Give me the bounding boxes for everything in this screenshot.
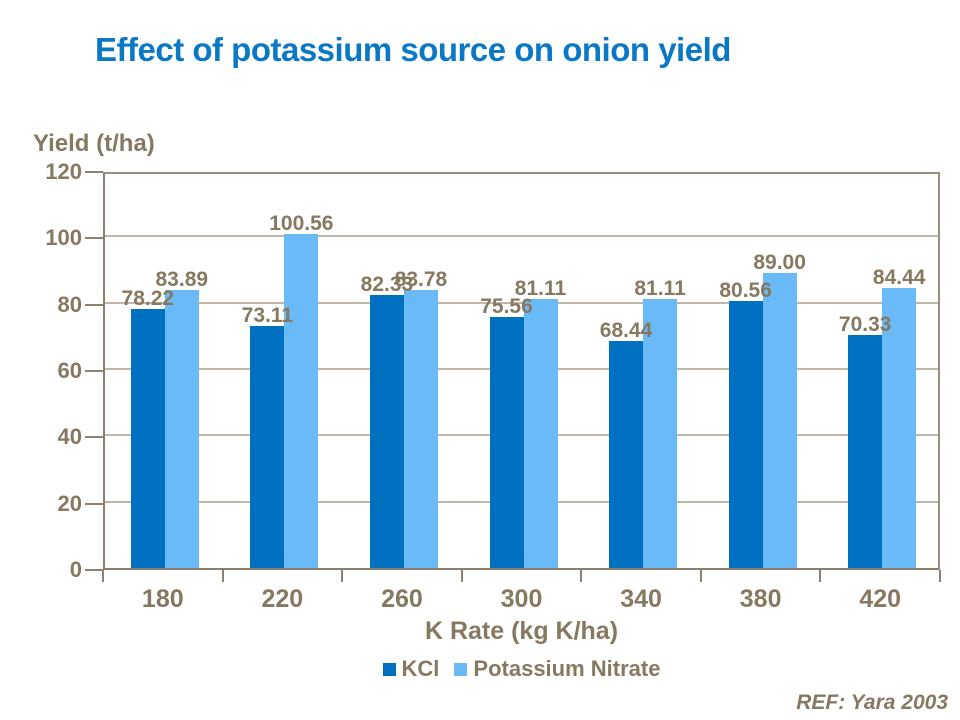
x-tick-label-180: 180 [141, 585, 184, 613]
y-tick-label-20: 20 [57, 490, 82, 516]
bar-value-label-kcl-180: 78.22 [121, 286, 175, 310]
bar-value-label-potassium-nitrate-340: 81.11 [634, 276, 686, 300]
bar-value-label-kcl-220: 73.11 [241, 303, 294, 327]
bar-kcl-380 [728, 300, 763, 568]
y-tick-label-100: 100 [45, 225, 82, 251]
bar-value-label-potassium-nitrate-220: 100.56 [269, 212, 334, 236]
bar-value-label-potassium-nitrate-300: 81.11 [514, 276, 567, 300]
bar-potassium-nitrate-260 [403, 290, 438, 568]
x-tick-label-260: 260 [381, 585, 423, 613]
bar-potassium-nitrate-380 [762, 272, 797, 568]
bar-potassium-nitrate-420 [882, 287, 917, 568]
y-tick-mark-60 [85, 370, 103, 372]
x-axis-title: K Rate (kg K/ha) [424, 617, 619, 645]
y-tick-mark-120 [85, 171, 103, 173]
y-tick-label-120: 120 [45, 159, 82, 184]
plot-area: 78.22 83.89 73.11 100.56 82.33 83.78 75.56 81.1… [103, 172, 940, 570]
gridline-80 [105, 301, 938, 304]
x-tick-mark-0 [102, 570, 104, 582]
legend: KCl Potassium Nitrate [103, 656, 940, 682]
legend-swatch-kcl-icon [382, 662, 396, 676]
x-tick-label-220: 220 [261, 585, 304, 613]
y-tick-label-80: 80 [57, 291, 82, 317]
bar-kcl-420 [848, 334, 883, 568]
bar-value-label-kcl-340: 68.44 [599, 319, 653, 342]
x-tick-label-380: 380 [739, 585, 782, 613]
y-tick-mark-20 [85, 502, 103, 505]
y-tick-mark-80 [85, 303, 103, 306]
legend-label-potassium-nitrate: Potassium Nitrate [473, 656, 661, 681]
legend-item-kcl: KCl [382, 656, 440, 682]
bar-potassium-nitrate-300 [523, 299, 558, 568]
bar-potassium-nitrate-220 [284, 234, 319, 568]
bar-value-label-kcl-380: 80.56 [719, 278, 772, 302]
x-tick-mark-1 [221, 570, 224, 582]
gridline-100 [105, 235, 938, 238]
y-tick-mark-0 [85, 569, 103, 571]
x-tick-mark-6 [819, 570, 822, 582]
x-tick-label-420: 420 [859, 585, 902, 613]
bar-kcl-340 [609, 341, 644, 568]
bar-kcl-220 [250, 325, 285, 568]
bar-value-label-kcl-300: 75.56 [480, 295, 533, 319]
bar-value-label-potassium-nitrate-180: 83.89 [155, 267, 209, 291]
x-tick-mark-5 [699, 570, 702, 582]
legend-item-potassium-nitrate: Potassium Nitrate [454, 656, 660, 682]
bar-value-label-kcl-420: 70.33 [838, 312, 892, 336]
y-tick-mark-100 [85, 237, 103, 240]
legend-swatch-potassium-nitrate-icon [454, 662, 468, 676]
bar-potassium-nitrate-340 [643, 299, 678, 568]
x-tick-mark-3 [460, 570, 463, 582]
legend-label-kcl: KCl [401, 656, 440, 681]
y-tick-label-60: 60 [57, 358, 82, 383]
bar-value-label-potassium-nitrate-260: 83.78 [394, 268, 448, 292]
y-tick-mark-40 [85, 436, 103, 439]
chart-title: Effect of potassium source on onion yiel… [95, 31, 731, 68]
y-tick-label-0: 0 [69, 557, 82, 582]
y-axis-title: Yield (t/ha) [33, 130, 155, 157]
bar-value-label-potassium-nitrate-420: 84.44 [872, 265, 926, 289]
bar-kcl-300 [489, 317, 524, 568]
bar-potassium-nitrate-180 [164, 289, 199, 568]
bar-kcl-180 [130, 308, 165, 568]
bar-value-label-kcl-260: 82.33 [360, 272, 414, 296]
bar-value-label-potassium-nitrate-380: 89.00 [753, 250, 806, 274]
reference-text: REF: Yara 2003 [796, 691, 948, 714]
x-tick-label-340: 340 [620, 585, 662, 613]
x-tick-mark-7 [939, 570, 941, 582]
y-tick-label-40: 40 [57, 424, 82, 450]
x-tick-label-300: 300 [500, 585, 543, 613]
x-tick-mark-4 [580, 570, 583, 582]
x-tick-mark-2 [341, 570, 344, 582]
bar-kcl-260 [369, 294, 404, 568]
